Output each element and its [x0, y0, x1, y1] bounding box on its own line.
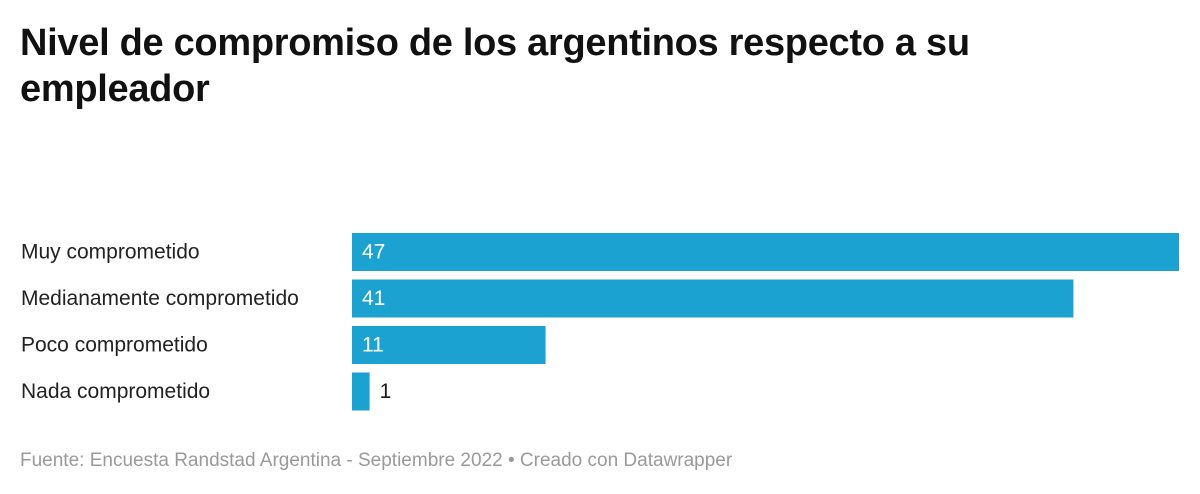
- category-label: Poco comprometido: [21, 334, 208, 357]
- bar: [352, 233, 1179, 271]
- value-label: 11: [362, 334, 384, 357]
- bar-row: Nada comprometido 1: [21, 372, 392, 411]
- category-label: Nada comprometido: [21, 380, 210, 403]
- chart-footer: Fuente: Encuesta Randstad Argentina - Se…: [20, 450, 732, 472]
- chart-title: Nivel de compromiso de los argentinos re…: [20, 22, 970, 110]
- value-label: 47: [362, 241, 385, 264]
- bar: [352, 372, 370, 411]
- value-label: 1: [380, 380, 392, 403]
- datawrapper-credit-link[interactable]: Creado con Datawrapper: [519, 450, 733, 471]
- category-label: Medianamente comprometido: [21, 287, 299, 310]
- footer-separator: •: [507, 450, 515, 471]
- bar-row: Medianamente comprometido 41: [21, 279, 1074, 318]
- bar: [352, 326, 546, 364]
- value-label: 41: [362, 287, 385, 310]
- bar-row: Poco comprometido 11: [21, 326, 546, 364]
- source-note: Fuente: Encuesta Randstad Argentina - Se…: [20, 450, 503, 471]
- category-label: Muy comprometido: [21, 241, 200, 264]
- bar: [352, 279, 1074, 318]
- bar-row: Muy comprometido 47: [21, 233, 1179, 271]
